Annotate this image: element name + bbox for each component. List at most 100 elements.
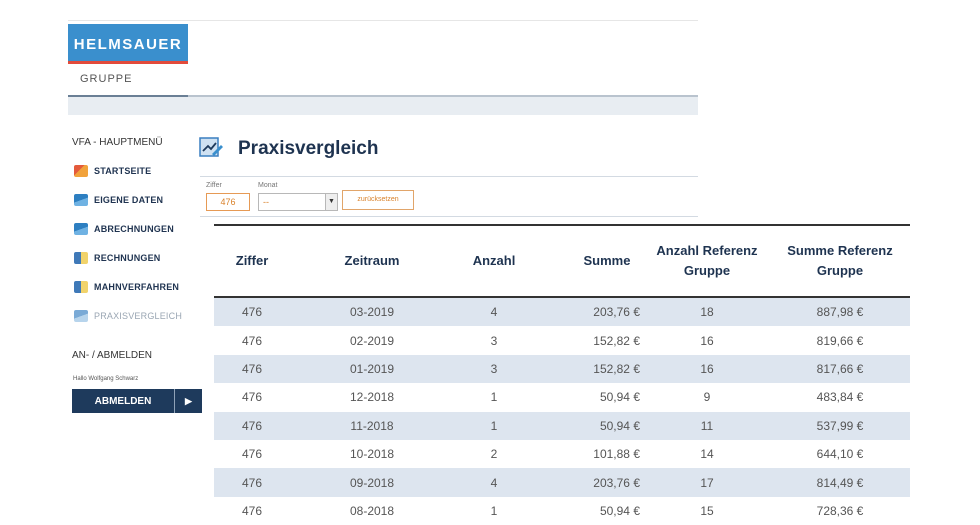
user-greeting: Hallo Wolfgang Schwarz bbox=[73, 376, 139, 382]
table-row: 476 08-2018 1 50,94 € 15 728,36 € bbox=[214, 497, 910, 525]
ziffer-cell: 476 bbox=[241, 475, 263, 490]
anzahl-cell: 4 bbox=[490, 475, 498, 490]
anzahl-cell: 1 bbox=[490, 390, 498, 405]
logo-name: HELMSAUER bbox=[73, 36, 183, 53]
summe-referenz-cell: 819,66 € bbox=[816, 333, 864, 348]
ziffer-input[interactable]: 476 bbox=[206, 193, 250, 211]
monat-select[interactable]: -- ▼ bbox=[258, 193, 338, 211]
reset-button[interactable]: zurücksetzen bbox=[342, 190, 414, 210]
sidebar-item-mahnverfahren[interactable]: MAHNVERFAHREN bbox=[74, 281, 179, 293]
logo-subtitle: GRUPPE bbox=[80, 73, 133, 85]
sidebar-item-label: MAHNVERFAHREN bbox=[94, 282, 180, 292]
column-header-ziffer: Ziffer bbox=[235, 253, 269, 268]
anzahl-referenz-cell: 17 bbox=[700, 475, 714, 490]
ziffer-label: Ziffer bbox=[206, 182, 222, 189]
page-title: Praxisvergleich bbox=[238, 138, 379, 159]
anzahl-referenz-cell: 16 bbox=[700, 333, 714, 348]
person-icon bbox=[74, 252, 88, 264]
summe-cell: 50,94 € bbox=[599, 503, 640, 518]
header-band bbox=[68, 95, 698, 115]
person-icon bbox=[74, 281, 88, 293]
sidebar-menu-title: VFA - HAUPTMENÜ bbox=[72, 137, 163, 148]
summe-cell: 50,94 € bbox=[599, 418, 640, 433]
sidebar-item-label: PRAXISVERGLEICH bbox=[94, 311, 183, 321]
table-row: 476 12-2018 1 50,94 € 9 483,84 € bbox=[214, 383, 910, 411]
column-header-summe-referenz: Summe Referenz Gruppe bbox=[787, 243, 893, 278]
monat-label: Monat bbox=[258, 182, 278, 189]
sidebar-item-abrechnungen[interactable]: ABRECHNUNGEN bbox=[74, 223, 174, 235]
comparison-icon bbox=[199, 137, 223, 157]
table-row: 476 11-2018 1 50,94 € 11 537,99 € bbox=[214, 411, 910, 440]
anzahl-referenz-cell: 11 bbox=[700, 418, 714, 433]
zeitraum-cell: 12-2018 bbox=[349, 390, 395, 405]
logout-label: ABMELDEN bbox=[94, 395, 152, 407]
summe-referenz-cell: 537,99 € bbox=[816, 418, 864, 433]
anzahl-cell: 2 bbox=[490, 447, 498, 462]
sidebar-item-praxisvergleich[interactable]: PRAXISVERGLEICH bbox=[74, 310, 182, 322]
summe-cell: 101,88 € bbox=[593, 447, 640, 462]
home-icon bbox=[74, 165, 88, 177]
sidebar-item-label: RECHNUNGEN bbox=[94, 253, 161, 263]
arrow-right-icon: ▶ bbox=[174, 389, 202, 413]
summe-referenz-cell: 817,66 € bbox=[816, 361, 864, 376]
summe-referenz-cell: 887,98 € bbox=[816, 305, 864, 320]
filter-divider-top bbox=[200, 176, 698, 177]
book-icon bbox=[74, 194, 88, 206]
anzahl-referenz-cell: 14 bbox=[700, 447, 714, 462]
chevron-down-icon[interactable]: ▼ bbox=[325, 194, 337, 210]
sidebar-item-rechnungen[interactable]: RECHNUNGEN bbox=[74, 252, 161, 264]
column-header-summe: Summe bbox=[583, 253, 631, 268]
column-header-anzahl: Anzahl bbox=[472, 253, 516, 268]
ziffer-cell: 476 bbox=[241, 503, 263, 518]
column-header-anzahl-referenz: Anzahl Referenz Gruppe bbox=[656, 243, 758, 278]
summe-cell: 152,82 € bbox=[593, 333, 640, 348]
ziffer-cell: 476 bbox=[241, 333, 263, 348]
sidebar-item-label: ABRECHNUNGEN bbox=[94, 224, 174, 234]
ziffer-cell: 476 bbox=[241, 447, 263, 462]
anzahl-referenz-cell: 18 bbox=[700, 305, 714, 320]
anzahl-cell: 1 bbox=[490, 503, 498, 518]
summe-cell: 152,82 € bbox=[593, 361, 640, 376]
zeitraum-cell: 10-2018 bbox=[349, 447, 395, 462]
zeitraum-cell: 09-2018 bbox=[349, 475, 395, 490]
zeitraum-cell: 11-2018 bbox=[350, 418, 394, 433]
table-row: 476 09-2018 4 203,76 € 17 814,49 € bbox=[214, 468, 910, 497]
filter-divider-bottom bbox=[200, 216, 698, 217]
anzahl-referenz-cell: 16 bbox=[700, 361, 714, 376]
table-body: 476 03-2019 4 203,76 € 18 887,98 € 476 02-2019 3… bbox=[214, 298, 910, 525]
summe-cell: 203,76 € bbox=[593, 305, 640, 320]
ziffer-cell: 476 bbox=[241, 390, 263, 405]
summe-referenz-cell: 728,36 € bbox=[816, 503, 864, 518]
table-row: 476 01-2019 3 152,82 € 16 817,66 € bbox=[214, 354, 910, 384]
logout-button[interactable]: ABMELDEN ▶ bbox=[72, 389, 202, 413]
zeitraum-cell: 03-2019 bbox=[349, 305, 395, 320]
table-row: 476 10-2018 2 101,88 € 14 644,10 € bbox=[214, 440, 910, 468]
summe-referenz-cell: 483,84 € bbox=[816, 390, 864, 405]
ziffer-cell: 476 bbox=[241, 418, 263, 433]
header-divider bbox=[68, 20, 698, 21]
table-header: Ziffer Zeitraum Anzahl Summe Anzahl Refe… bbox=[214, 224, 910, 298]
sidebar-item-label: EIGENE DATEN bbox=[94, 195, 164, 205]
zeitraum-cell: 01-2019 bbox=[349, 361, 395, 376]
ziffer-cell: 476 bbox=[241, 305, 263, 320]
sidebar-item-startseite[interactable]: STARTSEITE bbox=[74, 165, 151, 177]
book-icon bbox=[74, 223, 88, 235]
monat-value: -- bbox=[263, 197, 269, 207]
zeitraum-cell: 08-2018 bbox=[349, 503, 395, 518]
comparison-table: Ziffer Zeitraum Anzahl Summe Anzahl Refe… bbox=[214, 224, 910, 525]
book-icon bbox=[74, 310, 88, 322]
column-header-zeitraum: Zeitraum bbox=[344, 253, 400, 268]
anzahl-cell: 3 bbox=[490, 333, 498, 348]
summe-cell: 50,94 € bbox=[599, 390, 640, 405]
anzahl-cell: 3 bbox=[490, 361, 498, 376]
ziffer-cell: 476 bbox=[241, 361, 263, 376]
anzahl-cell: 1 bbox=[490, 418, 498, 433]
auth-section-title: AN- / ABMELDEN bbox=[72, 350, 153, 361]
summe-cell: 203,76 € bbox=[593, 475, 640, 490]
sidebar-item-eigene-daten[interactable]: EIGENE DATEN bbox=[74, 194, 163, 206]
summe-referenz-cell: 814,49 € bbox=[816, 475, 864, 490]
table-row: 476 02-2019 3 152,82 € 16 819,66 € bbox=[214, 326, 910, 354]
sidebar-item-label: STARTSEITE bbox=[94, 166, 152, 176]
anzahl-cell: 4 bbox=[490, 305, 498, 320]
logo[interactable]: HELMSAUER bbox=[68, 24, 188, 64]
